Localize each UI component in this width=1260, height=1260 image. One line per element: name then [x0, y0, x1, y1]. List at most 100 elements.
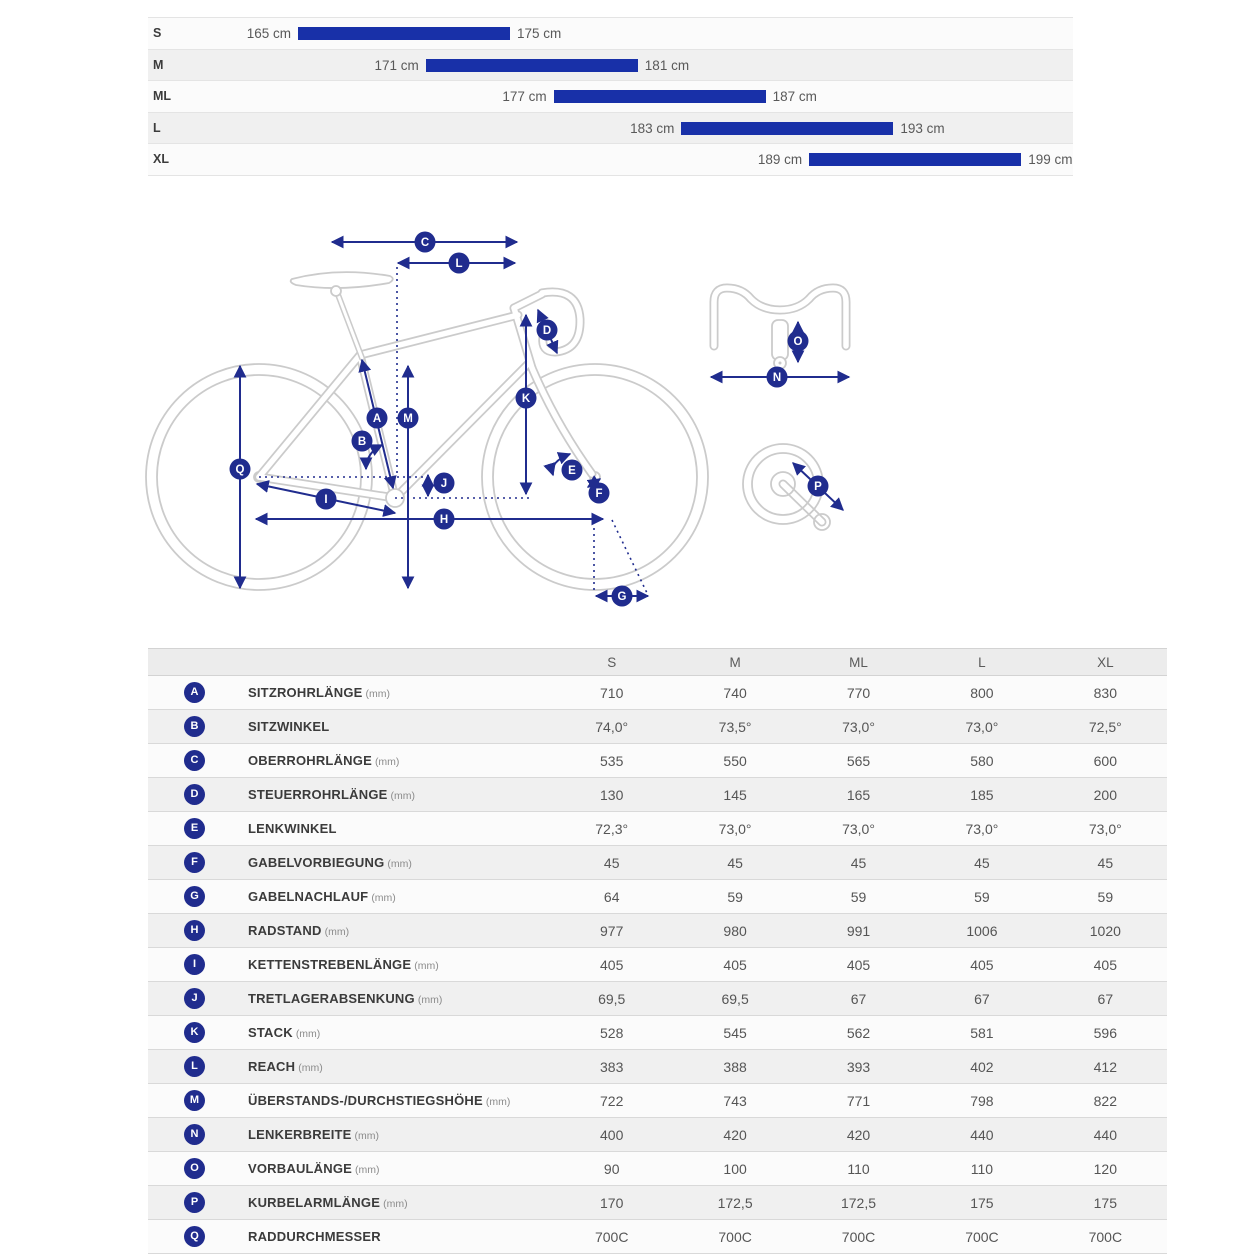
- diagram-marker-p: P: [807, 475, 829, 497]
- cell-value: 69,5: [598, 990, 626, 1007]
- cell-value: 580: [970, 752, 994, 769]
- row-unit: (mm): [383, 1197, 408, 1210]
- row-label: LENKERBREITE: [248, 1126, 352, 1142]
- cell-value: 90: [603, 1160, 620, 1177]
- cell-value: 700C: [594, 1228, 629, 1245]
- stem-top-view: [771, 319, 789, 370]
- row-head: H RADSTAND (mm): [148, 920, 550, 941]
- svg-text:I: I: [324, 494, 327, 506]
- cell-value: 72,3°: [595, 820, 629, 837]
- cell-value: 388: [723, 1058, 747, 1075]
- cell-value: 562: [846, 1024, 871, 1041]
- row-label-wrap: RADDURCHMESSER: [248, 1228, 384, 1246]
- row-unit: (mm): [324, 925, 350, 938]
- height-range-bar: [681, 121, 894, 135]
- cell-value: 185: [970, 786, 994, 803]
- column-header: L: [978, 654, 986, 670]
- row-letter-badge: L: [184, 1056, 205, 1077]
- cell-value: 400: [600, 1126, 624, 1143]
- row-label: RADSTAND: [248, 922, 322, 938]
- row-letter-badge: P: [184, 1192, 205, 1213]
- cell-value: 165: [846, 786, 871, 803]
- cell-value: 830: [1093, 684, 1117, 701]
- cell-value: 383: [600, 1058, 624, 1075]
- row-letter-badge: D: [184, 784, 205, 805]
- height-range-bar: [809, 153, 1022, 166]
- svg-text:G: G: [618, 591, 627, 603]
- cell-value: 200: [1093, 786, 1117, 803]
- cell-value: 45: [1097, 854, 1114, 871]
- row-head: I KETTENSTREBENLÄNGE (mm): [148, 954, 550, 975]
- cell-value: 172,5: [840, 1194, 877, 1211]
- cell-value: 771: [846, 1092, 871, 1109]
- bike-geometry-svg: C L D A B M Q I J H K E F G N O P: [145, 231, 900, 607]
- table-row: H RADSTAND (mm) 977 980 991 1006 1020: [148, 914, 1167, 948]
- svg-text:J: J: [441, 478, 447, 490]
- size-row: XL 189 cm 199 cm: [148, 144, 1073, 176]
- table-row: B SITZWINKEL 74,0° 73,5° 73,0° 73,0° 72,5°: [148, 710, 1167, 744]
- svg-text:M: M: [403, 413, 413, 425]
- diagram-marker-h: H: [433, 508, 455, 530]
- row-head: P KURBELARMLÄNGE (mm): [148, 1192, 550, 1213]
- row-head: C OBERROHRLÄNGE (mm): [148, 750, 550, 771]
- cell-value: 67: [1097, 990, 1114, 1007]
- cell-value: 59: [1097, 888, 1114, 905]
- cell-value: 700C: [718, 1228, 752, 1245]
- svg-text:K: K: [522, 393, 531, 405]
- table-row: C OBERROHRLÄNGE (mm) 535 550 565 580 600: [148, 744, 1167, 778]
- row-label-wrap: RADSTAND (mm): [248, 922, 349, 940]
- row-head: N LENKERBREITE (mm): [148, 1124, 550, 1145]
- row-unit: (mm): [295, 1027, 321, 1040]
- row-label: RADDURCHMESSER: [248, 1228, 381, 1244]
- diagram-marker-i: I: [315, 488, 337, 510]
- diagram-marker-f: F: [588, 482, 610, 504]
- row-letter-badge: J: [184, 988, 205, 1009]
- row-head: K STACK (mm): [148, 1022, 550, 1043]
- size-label: M: [153, 57, 164, 72]
- row-unit: (mm): [355, 1163, 380, 1176]
- cell-value: 172,5: [717, 1194, 753, 1211]
- row-label-wrap: OBERROHRLÄNGE (mm): [248, 752, 399, 770]
- row-letter-badge: I: [184, 954, 205, 975]
- construction-lines: [259, 267, 648, 594]
- cell-value: 800: [970, 684, 994, 701]
- cell-value: 45: [727, 854, 743, 871]
- height-max-label: 181 cm: [644, 57, 690, 73]
- row-letter-badge: G: [184, 886, 205, 907]
- row-letter-badge: A: [184, 682, 205, 703]
- diagram-marker-c: C: [414, 231, 436, 253]
- cell-value: 74,0°: [595, 718, 629, 735]
- row-head: O VORBAULÄNGE (mm): [148, 1158, 550, 1179]
- row-label-wrap: LENKERBREITE (mm): [248, 1126, 379, 1144]
- height-max-label: 193 cm: [900, 120, 945, 136]
- svg-text:C: C: [421, 237, 429, 249]
- cell-value: 700C: [1088, 1228, 1123, 1245]
- svg-text:E: E: [568, 465, 576, 477]
- row-unit: (mm): [414, 959, 439, 972]
- table-row: G GABELNACHLAUF (mm) 64 59 59 59 59: [148, 880, 1167, 914]
- cell-value: 722: [600, 1092, 624, 1109]
- row-label-wrap: GABELVORBIEGUNG (mm): [248, 854, 412, 872]
- row-label-wrap: SITZWINKEL: [248, 718, 332, 736]
- row-letter-badge: H: [184, 920, 205, 941]
- table-row: J TRETLAGERABSENKUNG (mm) 69,5 69,5 67 67 67: [148, 982, 1167, 1016]
- cell-value: 991: [846, 922, 871, 939]
- cell-value: 130: [600, 786, 624, 803]
- row-label-wrap: TRETLAGERABSENKUNG (mm): [248, 990, 442, 1008]
- diagram-markers: C L D A B M Q I J H K E F G N O P: [229, 231, 829, 607]
- table-row: L REACH (mm) 383 388 393 402 412: [148, 1050, 1167, 1084]
- row-letter-badge: C: [184, 750, 205, 771]
- diagram-marker-d: D: [536, 319, 558, 341]
- cell-value: 59: [727, 888, 743, 905]
- row-head: J TRETLAGERABSENKUNG (mm): [148, 988, 550, 1009]
- row-letter-badge: F: [184, 852, 205, 873]
- row-letter-badge: K: [184, 1022, 205, 1043]
- cell-value: 596: [1093, 1024, 1117, 1041]
- cell-value: 59: [974, 888, 990, 905]
- cell-value: 64: [603, 888, 620, 905]
- cell-value: 393: [846, 1058, 871, 1075]
- cell-value: 535: [600, 752, 624, 769]
- row-label-wrap: KETTENSTREBENLÄNGE (mm): [248, 956, 439, 974]
- cell-value: 59: [850, 888, 867, 905]
- row-label: GABELNACHLAUF: [248, 888, 369, 904]
